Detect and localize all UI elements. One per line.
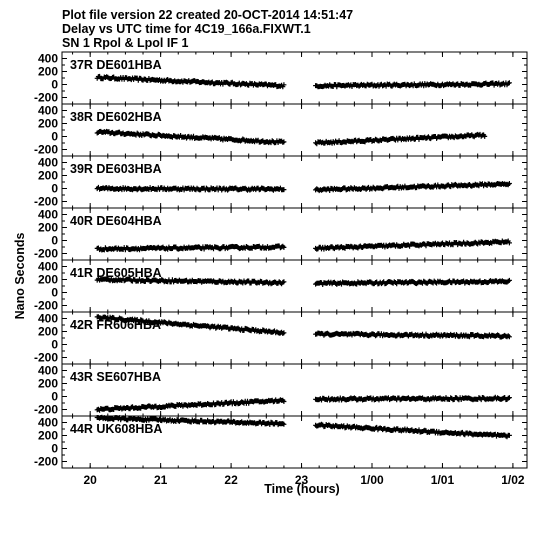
y-tick-label: 400 — [38, 416, 58, 430]
data-series-points — [313, 238, 512, 252]
data-series-points — [94, 184, 287, 193]
y-tick-label: -200 — [34, 403, 58, 417]
data-series-points — [94, 73, 287, 90]
data-series-points — [313, 181, 512, 194]
y-tick-label: 400 — [38, 364, 58, 378]
y-tick-label: 0 — [51, 390, 58, 404]
panel-label: 41R DE605HBA — [70, 266, 162, 280]
panel-label: 39R DE603HBA — [70, 162, 162, 176]
y-tick-label: -200 — [34, 143, 58, 157]
data-series-points — [94, 314, 287, 336]
data-series-points — [313, 277, 512, 287]
panel-label: 42R FR606HBA — [70, 318, 161, 332]
data-series-points — [313, 330, 512, 340]
data-series-points — [94, 276, 287, 287]
plot-header-version: Plot file version 22 created 20-OCT-2014… — [62, 8, 354, 22]
panel-label: 38R DE602HBA — [70, 110, 162, 124]
x-axis-label: Time (hours) — [264, 482, 339, 496]
y-tick-label: 400 — [38, 312, 58, 326]
y-axis-label: Nano Seconds — [13, 233, 27, 320]
y-tick-label: 0 — [51, 286, 58, 300]
y-tick-label: 200 — [38, 429, 58, 443]
y-tick-label: 200 — [38, 273, 58, 287]
x-tick-label: 22 — [224, 473, 238, 487]
plot-header-subtitle: SN 1 Rpol & Lpol IF 1 — [62, 36, 189, 50]
y-tick-label: 0 — [51, 130, 58, 144]
y-tick-label: -200 — [34, 195, 58, 209]
y-tick-label: 0 — [51, 442, 58, 456]
y-tick-label: 200 — [38, 65, 58, 79]
panel-label: 44R UK608HBA — [70, 422, 162, 436]
data-series-points — [313, 394, 512, 403]
y-tick-label: -200 — [34, 247, 58, 261]
y-tick-label: -200 — [34, 299, 58, 313]
data-series-points — [313, 131, 488, 147]
y-tick-label: 0 — [51, 338, 58, 352]
y-tick-label: 200 — [38, 221, 58, 235]
panel-label: 43R SE607HBA — [70, 370, 161, 384]
y-tick-label: 200 — [38, 169, 58, 183]
y-tick-label: 200 — [38, 377, 58, 391]
x-tick-label: 21 — [154, 473, 168, 487]
y-tick-label: 400 — [38, 156, 58, 170]
plot-header-title: Delay vs UTC time for 4C19_166a.FIXWT.1 — [62, 22, 311, 36]
x-tick-label: 1/02 — [501, 473, 525, 487]
panel-label: 40R DE604HBA — [70, 214, 162, 228]
y-tick-label: 0 — [51, 234, 58, 248]
panel-label: 37R DE601HBA — [70, 58, 162, 72]
y-tick-label: 0 — [51, 78, 58, 92]
data-series-points — [313, 421, 512, 440]
y-tick-label: -200 — [34, 91, 58, 105]
y-tick-label: 400 — [38, 260, 58, 274]
y-tick-label: 200 — [38, 117, 58, 131]
data-series-points — [313, 80, 512, 90]
x-tick-label: 1/01 — [431, 473, 455, 487]
y-tick-label: 0 — [51, 182, 58, 196]
x-tick-label: 23 — [295, 473, 309, 487]
y-tick-label: 200 — [38, 325, 58, 339]
y-tick-label: 400 — [38, 104, 58, 118]
x-tick-label: 20 — [84, 473, 98, 487]
y-tick-label: 400 — [38, 208, 58, 222]
y-tick-label: -200 — [34, 455, 58, 469]
data-series-points — [94, 414, 287, 428]
data-series-points — [94, 397, 287, 413]
data-series-points — [94, 243, 287, 253]
data-series-points — [94, 128, 287, 146]
y-tick-label: -200 — [34, 351, 58, 365]
x-tick-label: 1/00 — [360, 473, 384, 487]
y-tick-label: 400 — [38, 52, 58, 66]
